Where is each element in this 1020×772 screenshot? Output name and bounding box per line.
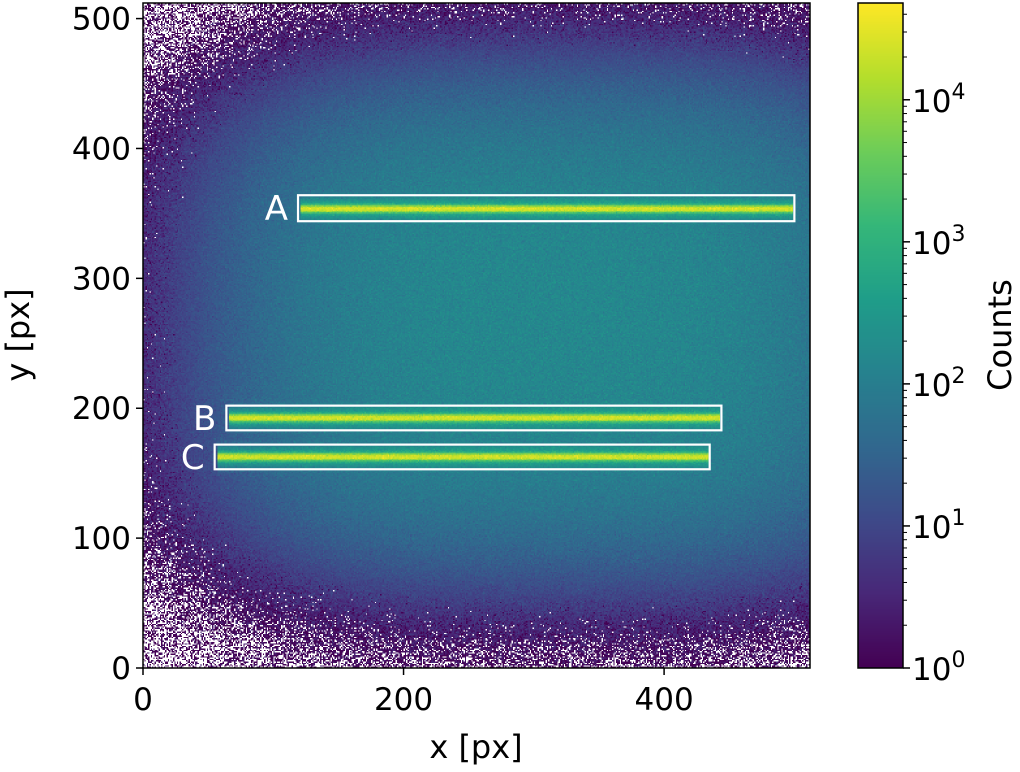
region-label-b: B [193,399,216,439]
colorbar-tick-label: 100 [912,648,965,688]
x-tick-label: 0 [133,682,153,718]
colorbar-tick-label: 104 [912,80,965,120]
colorbar-tick-label: 102 [912,364,965,404]
colorbar-tick-label: 103 [912,222,965,262]
colorbar-frame [857,2,904,669]
region-box-a [296,194,796,223]
y-tick-label: 300 [72,261,131,297]
y-tick-label: 100 [72,521,131,557]
colorbar-tick-label: 101 [912,506,965,546]
x-axis-label: x [px] [429,728,523,766]
y-tick-label: 200 [72,391,131,427]
colorbar-label: Counts [981,279,1019,391]
colorbar [858,3,903,668]
region-label-a: A [265,189,288,229]
y-tick-label: 500 [72,2,131,38]
region-box-c [213,443,711,471]
x-tick-label: 200 [374,682,433,718]
region-label-c: C [181,438,205,478]
y-axis-label: y [px] [0,288,37,382]
plot-frame [142,2,811,669]
y-tick-label: 0 [111,651,131,687]
x-tick-label: 400 [635,682,694,718]
heatmap-image [143,3,810,668]
y-tick-label: 400 [72,131,131,167]
region-box-b [225,404,723,432]
